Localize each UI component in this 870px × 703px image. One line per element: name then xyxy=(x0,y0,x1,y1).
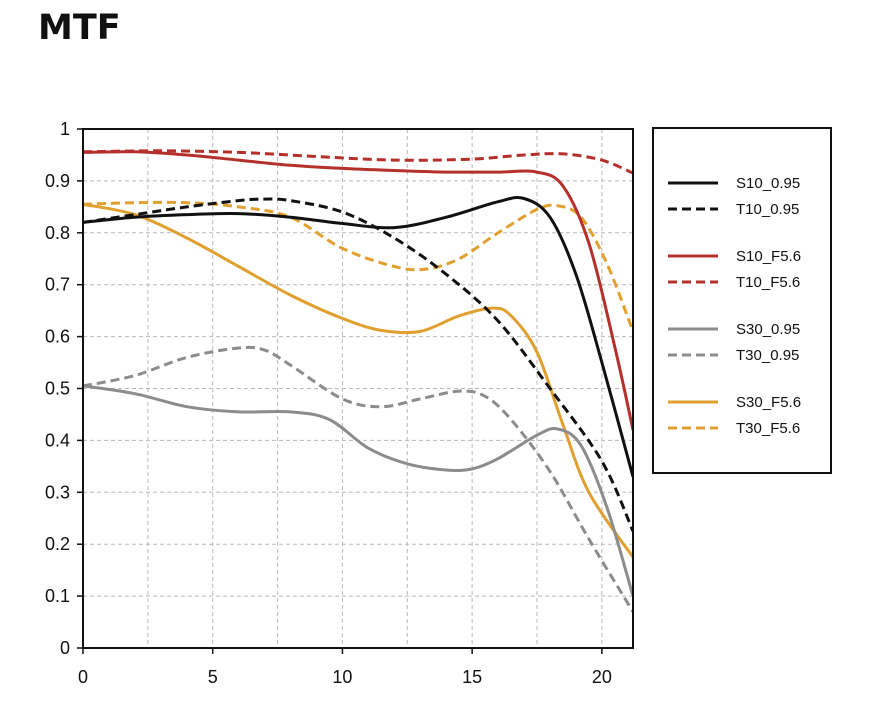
legend-label: S30_0.95 xyxy=(736,321,800,338)
legend: S10_0.95 T10_0.95 S10_F5.6 T10_F5.6 S30_0.95… xyxy=(652,127,832,474)
x-tick-label: 20 xyxy=(592,667,612,687)
y-tick-label: 0 xyxy=(60,638,70,658)
series-line-T30_F5.6 xyxy=(83,200,633,332)
y-tick-label: 0.7 xyxy=(45,275,70,295)
x-tick-label: 0 xyxy=(78,667,88,687)
legend-label: T30_0.95 xyxy=(736,347,799,364)
series-line-S30_0.95 xyxy=(83,384,633,597)
legend-label: T10_F5.6 xyxy=(736,274,800,291)
series-lines xyxy=(83,149,633,613)
x-tick-label: 15 xyxy=(462,667,482,687)
x-tick-label: 5 xyxy=(208,667,218,687)
series-line-S10_0.95 xyxy=(83,195,633,478)
legend-label: T10_0.95 xyxy=(736,201,799,218)
legend-label: S10_0.95 xyxy=(736,175,800,192)
series-line-T10_F5.6 xyxy=(83,149,633,175)
y-tick-label: 0.1 xyxy=(45,586,70,606)
y-tick-label: 0.6 xyxy=(45,327,70,347)
y-tick-label: 0.5 xyxy=(45,379,70,399)
legend-label: T30_F5.6 xyxy=(736,420,800,437)
y-tick-label: 0.8 xyxy=(45,223,70,243)
y-tick-label: 0.9 xyxy=(45,171,70,191)
legend-label: S10_F5.6 xyxy=(736,248,801,265)
series-line-T30_0.95 xyxy=(83,345,633,613)
y-tick-label: 0.3 xyxy=(45,482,70,502)
series-line-S10_F5.6 xyxy=(83,150,633,431)
series-line-S30_F5.6 xyxy=(83,202,633,559)
y-tick-label: 1 xyxy=(60,119,70,139)
y-tick-label: 0.4 xyxy=(45,430,70,450)
legend-box xyxy=(652,127,832,474)
chart-title: MTF xyxy=(38,8,121,48)
legend-label: S30_F5.6 xyxy=(736,394,801,411)
tick-labels: 00.10.20.30.40.50.60.70.80.910 5 10 15 20 xyxy=(45,119,612,687)
y-tick-label: 0.2 xyxy=(45,534,70,554)
series-line-T10_0.95 xyxy=(83,197,633,532)
x-tick-label: 10 xyxy=(332,667,352,687)
